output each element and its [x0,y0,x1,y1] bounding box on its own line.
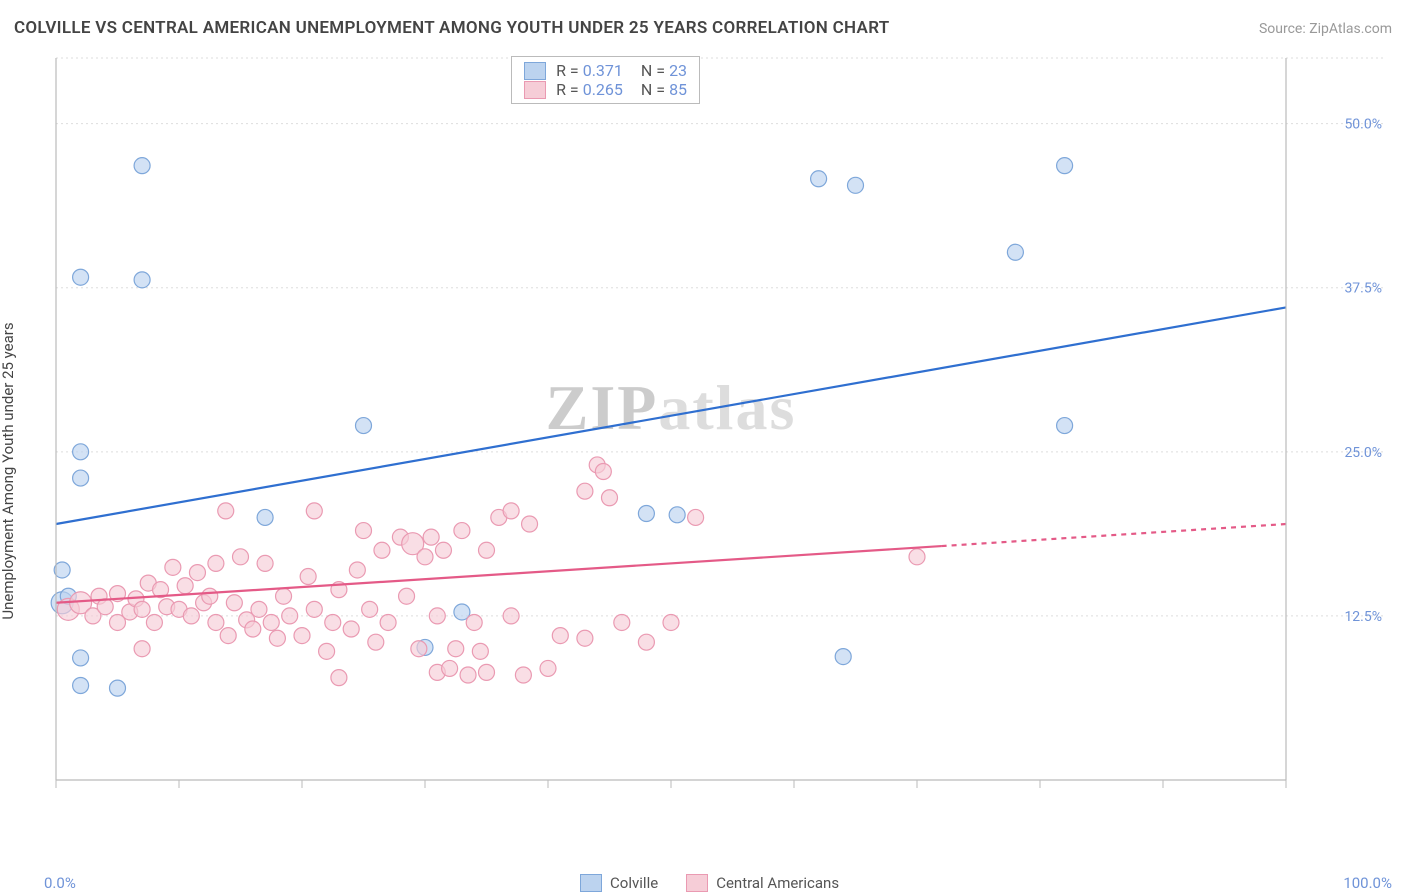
legend-item-colville: Colville [580,874,658,892]
chart-title: COLVILLE VS CENTRAL AMERICAN UNEMPLOYMEN… [14,18,890,38]
svg-text:50.0%: 50.0% [1344,117,1382,133]
legend-label-colville: Colville [610,874,658,892]
stats-swatch [524,62,546,80]
svg-text:25.0%: 25.0% [1344,445,1382,461]
source-label: Source: [1259,21,1309,37]
x-axis-max-label: 100.0% [1343,874,1392,892]
legend-swatch-central-americans [686,874,708,892]
plot-wrap: Unemployment Among Youth under 25 years … [0,50,1406,892]
series-legend: Colville Central Americans [580,874,839,892]
chart-source: Source: ZipAtlas.com [1259,21,1392,37]
y-axis-label: Unemployment Among Youth under 25 years [0,322,17,619]
svg-text:12.5%: 12.5% [1344,609,1382,625]
source-value: ZipAtlas.com [1309,21,1392,37]
stats-row: R = 0.371N = 23 [524,61,687,80]
legend-item-central-americans: Central Americans [686,874,839,892]
x-axis-legend: 0.0% Colville Central Americans 100.0% [44,874,1392,892]
stats-swatch [524,81,546,99]
stats-legend: R = 0.371N = 23R = 0.265N = 85 [511,56,700,104]
y-tick-labels: 12.5% 25.0% 37.5% 50.0% [1344,117,1382,625]
svg-text:ZIPatlas: ZIPatlas [546,372,797,443]
legend-swatch-colville [580,874,602,892]
x-axis-min-label: 0.0% [44,874,76,892]
chart-header: COLVILLE VS CENTRAL AMERICAN UNEMPLOYMEN… [14,18,1392,38]
stats-row: R = 0.265N = 85 [524,80,687,99]
watermark: ZIPatlas [546,372,797,443]
grid-layer [56,58,1386,616]
legend-label-central-americans: Central Americans [716,874,839,892]
svg-text:37.5%: 37.5% [1344,281,1382,297]
scatter-plot: ZIPatlas 12.5% 25.0% 37.5% 50.0% [44,50,1392,830]
